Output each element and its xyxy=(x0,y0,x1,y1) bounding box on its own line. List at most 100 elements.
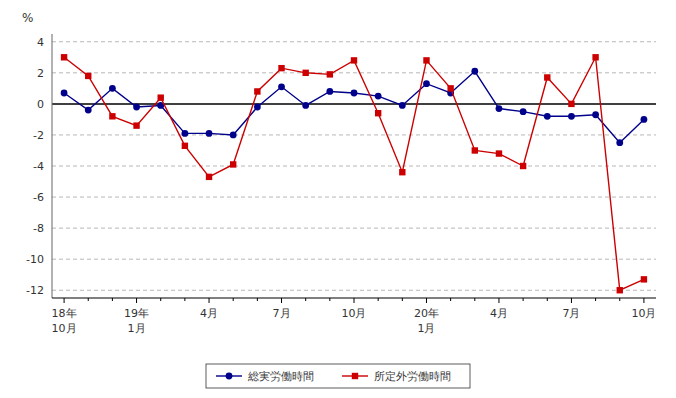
x-tick-label: 19年1月 xyxy=(124,307,149,335)
grid-line xyxy=(52,197,656,198)
x-tick-label: 18年10月 xyxy=(52,307,77,335)
x-minor-tick xyxy=(523,298,524,301)
x-tick xyxy=(209,298,210,303)
series-point xyxy=(181,130,188,137)
legend-label: 総実労働時間 xyxy=(247,370,314,383)
y-tick-label: -2 xyxy=(33,129,44,142)
series-point xyxy=(278,83,285,90)
series-point xyxy=(302,70,308,76)
axes: -12 -10 -8 -6 -4 -2 0 2 4 18年10月 19年1月 4月 7月 10月 20年1月… xyxy=(26,34,656,335)
x-minor-tick xyxy=(378,298,379,301)
x-minor-tick xyxy=(450,298,451,301)
series-point xyxy=(254,88,260,94)
x-minor-tick xyxy=(160,298,161,301)
series-point xyxy=(109,85,116,92)
series-point xyxy=(158,94,164,100)
x-tick-label: 7月 xyxy=(273,307,291,320)
x-tick xyxy=(571,298,572,303)
grid-line xyxy=(52,41,656,42)
series-point xyxy=(351,57,357,63)
series-point xyxy=(592,54,598,60)
series-point xyxy=(520,163,526,169)
series-point xyxy=(544,74,550,80)
y-axis-label: % xyxy=(22,11,33,25)
series-point xyxy=(496,105,503,112)
y-tick-label: -4 xyxy=(33,160,44,173)
series-point xyxy=(182,143,188,149)
series-point xyxy=(375,110,381,116)
zero-line xyxy=(52,103,656,105)
series-line xyxy=(64,57,644,290)
legend-label: 所定外労働時間 xyxy=(374,370,451,383)
series-point xyxy=(641,116,648,123)
x-minor-tick xyxy=(402,298,403,301)
series-line xyxy=(64,71,644,142)
series-point xyxy=(375,93,382,100)
series-point xyxy=(61,54,67,60)
series-point xyxy=(520,108,527,115)
series-point xyxy=(133,122,139,128)
x-tick-label: 4月 xyxy=(200,307,218,320)
series-point xyxy=(641,276,647,282)
series-point xyxy=(399,102,406,109)
x-tick xyxy=(281,298,282,303)
series-point xyxy=(302,102,309,109)
series-point xyxy=(254,104,261,111)
series-point xyxy=(133,104,140,111)
series-point xyxy=(230,161,236,167)
y-tick-label: -6 xyxy=(33,191,44,204)
x-minor-tick xyxy=(329,298,330,301)
y-tick-label: -10 xyxy=(26,253,44,266)
series-point xyxy=(327,71,333,77)
grid-line xyxy=(52,72,656,73)
x-tick-label: 20年1月 xyxy=(414,307,439,335)
legend-marker xyxy=(352,373,358,379)
plot-area xyxy=(61,54,648,293)
x-tick-label: 10月 xyxy=(631,307,656,320)
x-tick xyxy=(426,298,427,303)
series-point xyxy=(399,169,405,175)
grid-line xyxy=(52,134,656,135)
x-minor-tick xyxy=(619,298,620,301)
series-point xyxy=(206,174,212,180)
grid-line xyxy=(52,228,656,229)
x-tick xyxy=(136,298,137,303)
series-point xyxy=(544,113,551,120)
grid-line xyxy=(52,166,656,167)
x-tick xyxy=(498,298,499,303)
legend: 総実労働時間 所定外労働時間 xyxy=(206,364,470,388)
legend-marker xyxy=(226,373,233,380)
series-point xyxy=(496,150,502,156)
y-tick-label: 0 xyxy=(37,98,44,111)
series-point xyxy=(326,88,333,95)
series-point xyxy=(568,101,574,107)
series-point xyxy=(423,80,430,87)
y-axis-line xyxy=(52,34,53,298)
series-point xyxy=(85,73,91,79)
y-tick-label: -8 xyxy=(33,222,44,235)
series-point xyxy=(278,65,284,71)
series-point xyxy=(472,147,478,153)
x-tick xyxy=(354,298,355,303)
legend-frame xyxy=(206,364,470,388)
x-minor-tick xyxy=(474,298,475,301)
y-tick-label: 4 xyxy=(37,36,44,49)
series-point xyxy=(351,90,358,97)
series-point xyxy=(206,130,213,137)
series-point xyxy=(568,113,575,120)
y-tick-label: 2 xyxy=(37,67,44,80)
series-point xyxy=(592,111,599,118)
x-minor-tick xyxy=(595,298,596,301)
grid-line xyxy=(52,259,656,260)
series-point xyxy=(471,68,478,75)
x-tick xyxy=(643,298,644,303)
series-point xyxy=(447,85,453,91)
series-point xyxy=(61,90,68,97)
series-point xyxy=(85,107,92,114)
x-minor-tick xyxy=(184,298,185,301)
series-point xyxy=(617,287,623,293)
x-minor-tick xyxy=(305,298,306,301)
series-point xyxy=(616,139,623,146)
y-tick-label: -12 xyxy=(26,284,44,297)
grid-line xyxy=(52,290,656,291)
